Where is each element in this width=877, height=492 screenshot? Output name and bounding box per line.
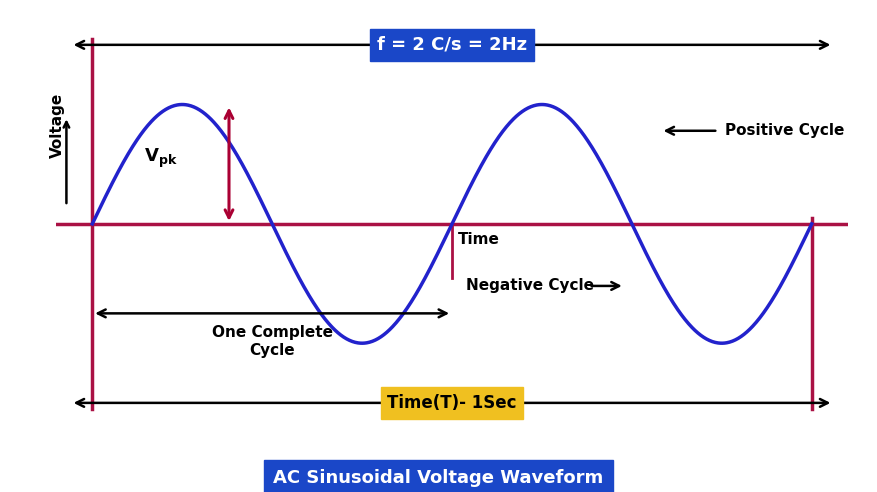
Text: Time: Time: [458, 232, 500, 247]
Text: f = 2 C/s = 2Hz: f = 2 C/s = 2Hz: [377, 36, 527, 54]
Text: Positive Cycle: Positive Cycle: [725, 123, 845, 138]
Text: Negative Cycle: Negative Cycle: [467, 278, 595, 293]
Text: $\mathbf{V_{pk}}$: $\mathbf{V_{pk}}$: [144, 147, 177, 170]
Text: Voltage: Voltage: [50, 93, 65, 158]
Text: One Complete
Cycle: One Complete Cycle: [211, 325, 332, 358]
Text: AC Sinusoidal Voltage Waveform: AC Sinusoidal Voltage Waveform: [274, 469, 603, 487]
Text: Time(T)- 1Sec: Time(T)- 1Sec: [388, 394, 517, 412]
